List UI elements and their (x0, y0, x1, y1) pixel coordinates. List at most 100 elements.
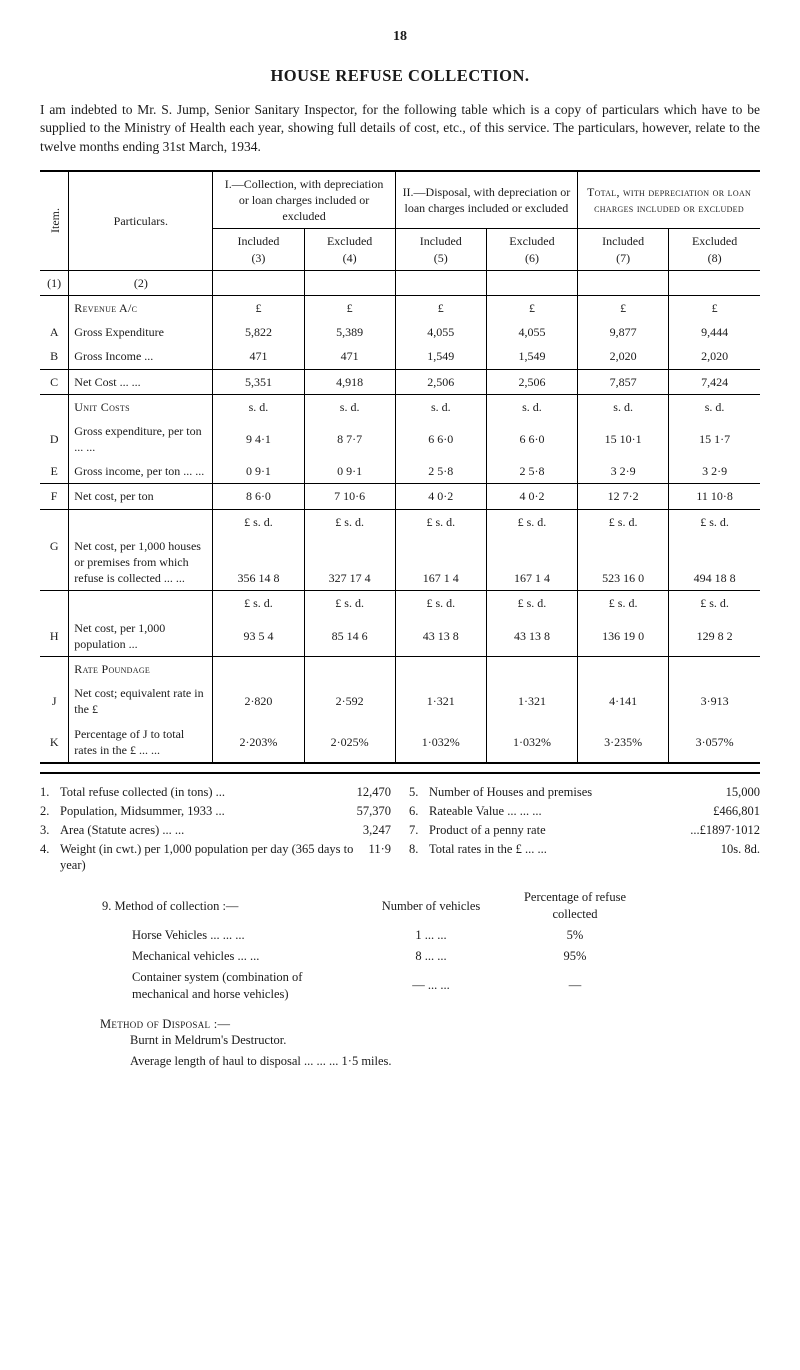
cell: 3·913 (669, 681, 760, 721)
col-1-n: (1) (40, 270, 69, 295)
cell: 167 1 4 (486, 534, 577, 591)
label-E: Gross income, per ton ... ... (69, 459, 213, 484)
cell: 43 13 8 (486, 616, 577, 657)
label-K: Percentage of J to total rates in the £ … (69, 722, 213, 763)
cell: 85 14 6 (304, 616, 395, 657)
cell: 3 2·9 (578, 459, 669, 484)
intro-paragraph: I am indebted to Mr. S. Jump, Senior San… (40, 101, 760, 156)
group-II: II.—Disposal, with depreciation or loan … (395, 171, 577, 229)
cont-label: Container system (combination of mechani… (102, 968, 374, 1004)
label-A: Gross Expenditure (69, 320, 213, 344)
cell: 4 0·2 (395, 484, 486, 509)
cell: 2,020 (578, 344, 669, 369)
cell: 2 5·8 (395, 459, 486, 484)
cell: 7,857 (578, 369, 669, 394)
val-2: 57,370 (357, 803, 391, 820)
cell: 471 (213, 344, 304, 369)
cell: 2,020 (669, 344, 760, 369)
note-3: Area (Statute acres) ... ... (60, 822, 357, 839)
cell: 167 1 4 (395, 534, 486, 591)
cell: 7,424 (669, 369, 760, 394)
cell: 43 13 8 (395, 616, 486, 657)
cell: 2·592 (304, 681, 395, 721)
label-D: Gross expenditure, per ton ... ... (69, 419, 213, 459)
cell: 9 4·1 (213, 419, 304, 459)
page-title: HOUSE REFUSE COLLECTION. (40, 65, 760, 87)
cell: 6 6·0 (395, 419, 486, 459)
row-K: K (40, 722, 69, 763)
rate-poundage-heading: Rate Poundage (69, 656, 213, 681)
label-B: Gross Income ... (69, 344, 213, 369)
label-H: Net cost, per 1,000 population ... (69, 616, 213, 657)
cell: 2,506 (486, 369, 577, 394)
col-item: Item. (40, 171, 69, 270)
col-3-h: Included(3) (213, 229, 304, 270)
cell: 4,055 (486, 320, 577, 344)
val-4: 11·9 (369, 841, 391, 875)
cell: 11 10·8 (669, 484, 760, 509)
page-number: 18 (40, 28, 760, 47)
row-J: J (40, 681, 69, 721)
cell: 129 8 2 (669, 616, 760, 657)
mech-label: Mechanical vehicles ... ... (102, 947, 374, 966)
cell: 15 1·7 (669, 419, 760, 459)
cell: 1·032% (486, 722, 577, 763)
cell: 2·820 (213, 681, 304, 721)
group-I: I.—Collection, with depreciation or loan… (213, 171, 395, 229)
cell: 4 0·2 (486, 484, 577, 509)
row-D: D (40, 419, 69, 459)
cell: 327 17 4 (304, 534, 395, 591)
col-6-h: Excluded(6) (486, 229, 577, 270)
cell: 136 19 0 (578, 616, 669, 657)
row-id (40, 295, 69, 320)
row-H: H (40, 616, 69, 657)
col-4-h: Excluded(4) (304, 229, 395, 270)
cell: 6 6·0 (486, 419, 577, 459)
method-block: 9. Method of collection :— Number of veh… (40, 886, 760, 1005)
mech-n: 8 ... ... (376, 947, 498, 966)
row-B: B (40, 344, 69, 369)
label-C: Net Cost ... ... (69, 369, 213, 394)
cell: 9,877 (578, 320, 669, 344)
note-8: Total rates in the £ ... ... (429, 841, 715, 858)
val-1: 12,470 (357, 784, 391, 801)
val-5: 15,000 (726, 784, 760, 801)
disposal-line1: Burnt in Meldrum's Destructor. (130, 1032, 760, 1049)
row-E: E (40, 459, 69, 484)
cell: 5,822 (213, 320, 304, 344)
cell: 2 5·8 (486, 459, 577, 484)
row-C: C (40, 369, 69, 394)
val-6: £466,801 (713, 803, 760, 820)
cell: 2·203% (213, 722, 304, 763)
horse-label: Horse Vehicles ... ... ... (102, 926, 374, 945)
cell: 15 10·1 (578, 419, 669, 459)
val-7: ...£1897·1012 (690, 822, 760, 839)
cell: 5,389 (304, 320, 395, 344)
col-pct: Percentage of refuse collected (500, 888, 662, 924)
label-G: Net cost, per 1,000 houses or premises f… (69, 534, 213, 591)
col-2-n: (2) (69, 270, 213, 295)
cell: 0 9·1 (213, 459, 304, 484)
row-G: G (40, 534, 69, 591)
cell: 8 6·0 (213, 484, 304, 509)
main-table: Item. Particulars. I.—Collection, with d… (40, 170, 760, 764)
disposal-line2: Average length of haul to disposal ... .… (130, 1053, 760, 1070)
cell: 1·032% (395, 722, 486, 763)
note-7: Product of a penny rate (429, 822, 684, 839)
cell: 471 (304, 344, 395, 369)
cell: 12 7·2 (578, 484, 669, 509)
cell: 1·321 (395, 681, 486, 721)
cell: 1,549 (395, 344, 486, 369)
cell: 4·141 (578, 681, 669, 721)
cell: 1,549 (486, 344, 577, 369)
horse-p: 5% (500, 926, 662, 945)
val-8: 10s. 8d. (721, 841, 760, 858)
unit-costs-heading: Unit Costs (69, 394, 213, 419)
cont-p: — (500, 968, 662, 1004)
col-8-h: Excluded(8) (669, 229, 760, 270)
cell: 494 18 8 (669, 534, 760, 591)
group-total: Total, with depreciation or loan charges… (587, 185, 751, 215)
row-A: A (40, 320, 69, 344)
cell: 0 9·1 (304, 459, 395, 484)
cell: 3·057% (669, 722, 760, 763)
